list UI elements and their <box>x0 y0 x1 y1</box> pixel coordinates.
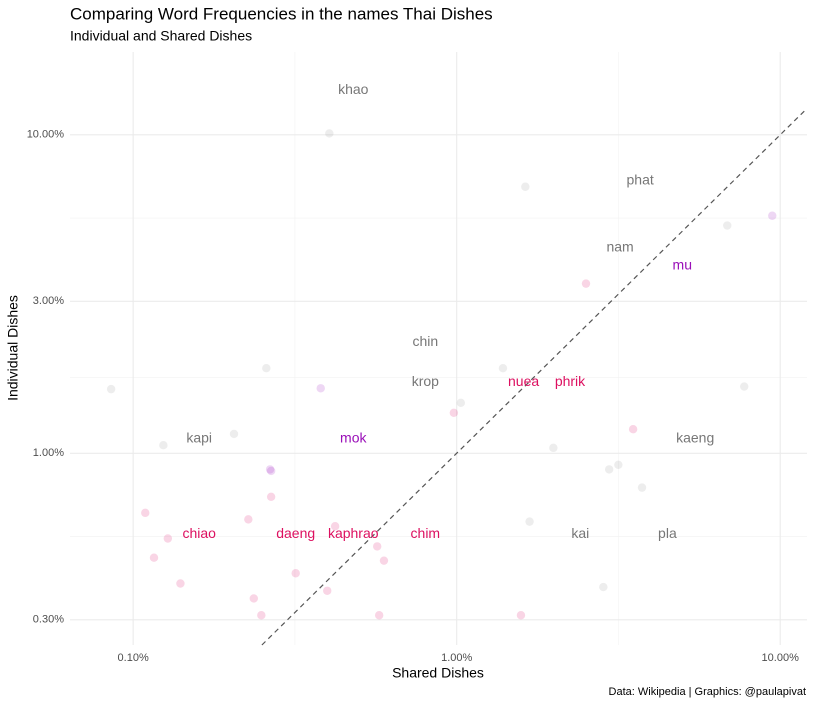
word-label: nuea <box>508 373 539 389</box>
point <box>266 466 276 476</box>
word-label: khao <box>338 81 369 97</box>
word-label: pla <box>658 525 677 541</box>
y-tick-label: 10.00% <box>27 129 65 141</box>
point <box>637 483 647 492</box>
point <box>159 441 168 450</box>
point <box>163 534 173 543</box>
point <box>257 611 266 620</box>
point <box>521 182 530 191</box>
point <box>525 517 534 526</box>
y-axis-title: Individual Dishes <box>5 295 21 401</box>
point <box>374 611 384 620</box>
x-axis-title: Shared Dishes <box>392 665 484 681</box>
point <box>740 382 749 391</box>
point <box>768 211 777 220</box>
point <box>262 363 271 373</box>
point <box>449 408 459 417</box>
point <box>291 569 300 578</box>
x-tick-label: 1.00% <box>441 652 472 664</box>
point <box>325 129 334 138</box>
word-label: mok <box>340 430 367 446</box>
word-label: chin <box>412 333 438 349</box>
word-label: kaphrao <box>328 525 379 541</box>
point <box>581 279 591 288</box>
point <box>106 384 116 394</box>
point <box>549 443 558 453</box>
y-tick-label: 1.00% <box>33 447 64 459</box>
word-label: krop <box>412 373 439 389</box>
point <box>249 594 258 603</box>
point <box>373 542 382 551</box>
word-label: kaeng <box>676 430 714 446</box>
point <box>456 398 466 408</box>
point <box>266 492 276 501</box>
caption: Data: Wikipedia | Graphics: @paulapivat <box>609 686 806 698</box>
x-tick-label: 10.00% <box>762 652 800 664</box>
point <box>265 465 275 474</box>
point <box>323 586 332 595</box>
x-tick-label: 0.10% <box>118 652 149 664</box>
point <box>604 465 614 474</box>
chart-title: Comparing Word Frequencies in the names … <box>70 4 493 23</box>
word-label: chim <box>411 525 441 541</box>
word-label: chiao <box>182 525 216 541</box>
chart-subtitle: Individual and Shared Dishes <box>70 28 252 44</box>
point <box>316 384 325 393</box>
word-label: phat <box>627 171 654 187</box>
word-label: kapi <box>186 430 212 446</box>
point <box>614 460 623 470</box>
y-tick-label: 3.00% <box>33 295 64 307</box>
point <box>330 522 340 531</box>
point <box>628 425 638 434</box>
word-label: mu <box>673 256 692 272</box>
point <box>599 582 608 592</box>
word-label: nam <box>606 238 633 254</box>
word-label: daeng <box>276 525 315 541</box>
point <box>141 508 150 518</box>
point <box>229 429 239 439</box>
point <box>379 556 389 565</box>
point <box>176 579 185 588</box>
y-tick-label: 0.30% <box>33 614 64 626</box>
point <box>516 611 526 620</box>
point <box>723 221 732 230</box>
point <box>498 363 508 373</box>
point <box>149 553 159 562</box>
word-label: phrik <box>555 373 586 389</box>
word-label: kai <box>571 525 589 541</box>
reference-line <box>261 108 808 646</box>
point <box>244 515 253 524</box>
